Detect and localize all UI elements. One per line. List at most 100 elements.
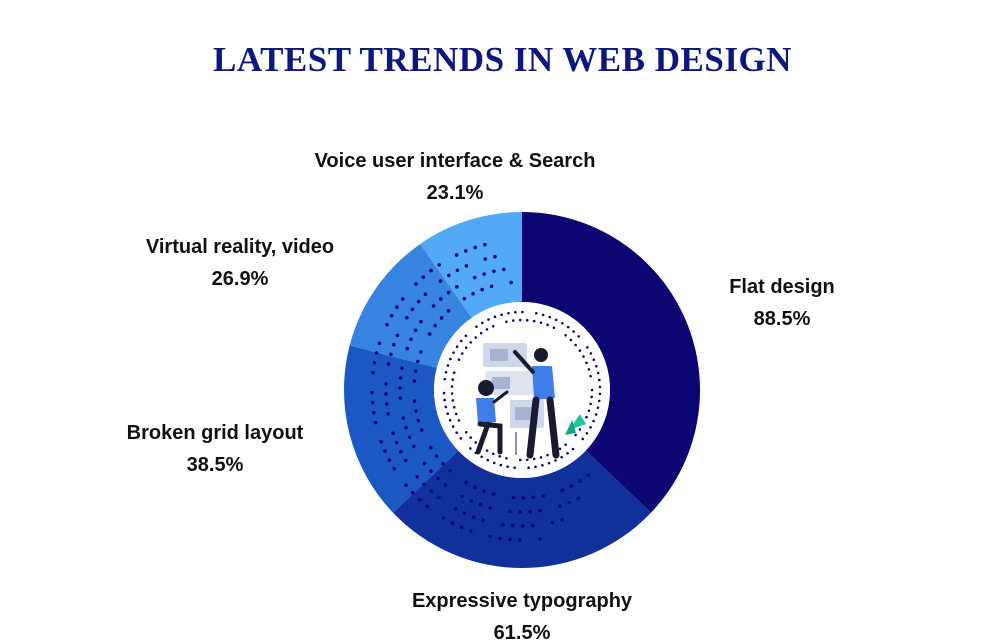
decorative-dot bbox=[528, 509, 532, 514]
center-ring-dot bbox=[518, 318, 522, 322]
donut-slices bbox=[344, 212, 701, 568]
center-ring-dot bbox=[581, 437, 585, 441]
slice-voice-user-interface-search bbox=[420, 212, 522, 318]
center-ring-dot bbox=[566, 325, 570, 329]
decorative-dot bbox=[370, 400, 375, 405]
decorative-dot bbox=[395, 305, 399, 310]
center-ring-dot bbox=[535, 312, 538, 315]
center-ring-dot bbox=[566, 452, 569, 455]
center-ring-dot bbox=[572, 330, 575, 333]
decorative-dot bbox=[557, 504, 562, 508]
decorative-dot bbox=[437, 263, 442, 267]
decorative-dot bbox=[410, 307, 415, 312]
center-ring-dot bbox=[505, 320, 508, 324]
decorative-dot bbox=[441, 461, 445, 466]
decorative-dot bbox=[422, 461, 427, 466]
center-ring-dot bbox=[498, 455, 502, 458]
center-ring-dot bbox=[525, 318, 529, 322]
center-ring-dot bbox=[574, 433, 577, 437]
decorative-dot bbox=[394, 440, 399, 445]
center-ring-dot bbox=[589, 352, 593, 355]
decorative-dot bbox=[462, 296, 467, 301]
center-ring-dot bbox=[451, 425, 455, 428]
center-ring-dot bbox=[457, 419, 461, 422]
center-ring-dot bbox=[590, 388, 594, 392]
decorative-dot bbox=[389, 313, 394, 318]
decorative-dot bbox=[395, 333, 400, 338]
center-ring-dot bbox=[459, 339, 463, 343]
decorative-dot bbox=[416, 418, 421, 423]
center-ring-dot bbox=[569, 338, 573, 342]
center-ring-dot bbox=[443, 398, 446, 402]
decorative-dot bbox=[371, 370, 375, 375]
slice-label-voice-user-interface-search: Voice user interface & Search bbox=[315, 150, 596, 172]
center-ring-dot bbox=[448, 418, 452, 422]
center-ring-dot bbox=[539, 321, 543, 324]
center-ring-dot bbox=[452, 351, 455, 354]
decorative-dot bbox=[433, 323, 438, 328]
center-ring-dot bbox=[589, 374, 592, 378]
decorative-dot bbox=[538, 537, 542, 541]
decorative-dot bbox=[448, 468, 452, 473]
decorative-dot bbox=[508, 537, 512, 542]
center-ring-dot bbox=[474, 336, 477, 339]
center-ring-dot bbox=[561, 321, 564, 325]
decorative-dot bbox=[383, 449, 387, 453]
decorative-dot bbox=[400, 366, 404, 370]
decorative-dot bbox=[431, 304, 436, 308]
center-ring-dot bbox=[475, 325, 478, 328]
center-ring-dot bbox=[455, 345, 459, 348]
decorative-dot bbox=[416, 299, 421, 304]
center-ring-dot bbox=[574, 343, 577, 347]
center-ring-dot bbox=[505, 456, 508, 460]
center-ring-dot bbox=[534, 465, 537, 469]
decorative-dot bbox=[462, 511, 467, 516]
slice-value-flat-design: 88.5% bbox=[754, 308, 811, 330]
decorative-dot-arcs bbox=[370, 242, 591, 542]
decorative-dot bbox=[450, 521, 455, 525]
decorative-dot bbox=[569, 484, 574, 488]
decorative-dot bbox=[371, 410, 376, 415]
center-ring-dot bbox=[596, 371, 600, 375]
center-ring-dot bbox=[507, 311, 510, 315]
center-ring-dot bbox=[571, 447, 575, 451]
center-ring-dot bbox=[560, 455, 563, 459]
decorative-dot bbox=[473, 245, 478, 250]
decorative-dot bbox=[422, 482, 426, 487]
decorative-dot bbox=[429, 489, 433, 494]
center-ring-dot bbox=[527, 466, 530, 470]
decorative-dot bbox=[464, 264, 469, 268]
center-ring-dot bbox=[598, 385, 602, 389]
center-ring-dot bbox=[596, 406, 600, 410]
center-ring-dot bbox=[587, 368, 591, 371]
decorative-dot bbox=[518, 510, 522, 514]
center-ring-dot bbox=[479, 331, 483, 335]
decorative-dot bbox=[472, 275, 477, 280]
decorative-dot bbox=[438, 279, 443, 283]
decorative-dot bbox=[407, 435, 412, 440]
center-ring-dot bbox=[532, 457, 536, 461]
decorative-dot bbox=[429, 469, 433, 474]
decorative-dot bbox=[427, 332, 432, 336]
center-ring-dot bbox=[487, 318, 490, 321]
decorative-dot bbox=[413, 328, 418, 333]
decorative-dot bbox=[464, 249, 468, 253]
decorative-dot bbox=[403, 458, 408, 463]
decorative-dot bbox=[438, 297, 443, 301]
slice-label-broken-grid-layout: Broken grid layout bbox=[127, 422, 304, 444]
decorative-dot bbox=[410, 490, 415, 495]
decorative-dot bbox=[385, 322, 389, 327]
center-ring-dot bbox=[452, 405, 456, 409]
decorative-dot bbox=[446, 273, 451, 278]
center-ring-dot bbox=[451, 399, 455, 402]
decorative-dot bbox=[417, 497, 422, 502]
center-ring-dot bbox=[585, 361, 588, 365]
center-ring-dot bbox=[454, 412, 458, 416]
slice-virtual-reality-video bbox=[349, 243, 472, 368]
center-ring-dot bbox=[577, 335, 580, 338]
decorative-dot bbox=[560, 488, 565, 492]
decorative-dot bbox=[518, 538, 522, 542]
center-ring-dot bbox=[469, 436, 472, 439]
center-ring-dot bbox=[525, 458, 529, 462]
